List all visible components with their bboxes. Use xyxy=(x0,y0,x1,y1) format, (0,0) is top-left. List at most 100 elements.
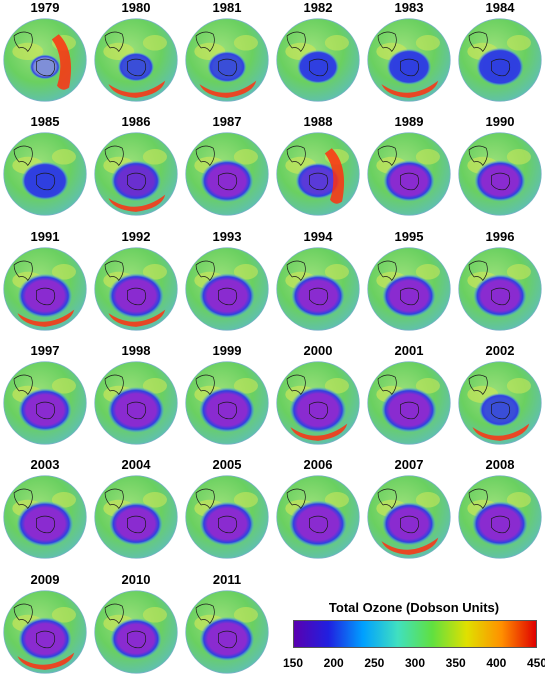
ozone-panel-1983: 1983 xyxy=(364,0,454,114)
ozone-globe-map xyxy=(94,475,178,559)
ozone-panel-2007: 2007 xyxy=(364,457,454,571)
globe-rim xyxy=(185,590,269,674)
ozone-panel-2001: 2001 xyxy=(364,343,454,457)
panel-year-label: 2003 xyxy=(30,457,60,472)
ozone-globe-map xyxy=(458,132,542,216)
ozone-panel-1985: 1985 xyxy=(0,114,90,228)
ozone-hole xyxy=(199,273,255,319)
coastline xyxy=(468,488,511,534)
ozone-globe-map xyxy=(367,132,451,216)
ozone-globe-map xyxy=(185,247,269,331)
ozone-panel-2004: 2004 xyxy=(91,457,181,571)
globe-rim xyxy=(458,18,542,102)
ozone-hole xyxy=(117,52,155,82)
ozone-hole xyxy=(479,392,521,427)
ozone-hole xyxy=(199,387,255,433)
panel-year-label: 2004 xyxy=(121,457,151,472)
coastline xyxy=(104,145,147,191)
ozone-panel-1982: 1982 xyxy=(273,0,363,114)
ozone-globe-map xyxy=(3,132,87,216)
panel-year-label: 1997 xyxy=(30,343,60,358)
ozone-panel-1996: 1996 xyxy=(455,229,545,343)
coastline xyxy=(195,603,238,649)
coastline xyxy=(468,260,511,306)
ozone-hole xyxy=(109,502,163,546)
ozone-panel-1994: 1994 xyxy=(273,229,363,343)
coastline xyxy=(377,488,420,534)
coastline xyxy=(377,145,420,191)
high-ozone-band xyxy=(108,80,166,98)
ozone-panel-2009: 2009 xyxy=(0,572,90,686)
coastline xyxy=(195,145,238,191)
globe-rim xyxy=(94,18,178,102)
panel-year-label: 1990 xyxy=(485,114,515,129)
globe-rim xyxy=(3,247,87,331)
globe-rim xyxy=(185,18,269,102)
ozone-globe-map xyxy=(3,475,87,559)
coastline xyxy=(286,145,329,191)
coastline xyxy=(13,260,56,306)
globe-rim xyxy=(458,475,542,559)
ozone-panel-1980: 1980 xyxy=(91,0,181,114)
globe-rim xyxy=(367,247,451,331)
ozone-globe-map xyxy=(3,361,87,445)
ozone-panel-1986: 1986 xyxy=(91,114,181,228)
ozone-panel-1997: 1997 xyxy=(0,343,90,457)
panel-year-label: 1991 xyxy=(30,229,60,244)
legend-color-bar xyxy=(293,620,537,648)
ozone-globe-map xyxy=(367,361,451,445)
globe-rim xyxy=(367,18,451,102)
ozone-globe-map xyxy=(276,247,360,331)
high-ozone-band xyxy=(108,194,166,212)
panel-year-label: 1987 xyxy=(212,114,242,129)
ozone-globe-map xyxy=(276,361,360,445)
ozone-hole xyxy=(18,617,72,661)
ozone-panel-2010: 2010 xyxy=(91,572,181,686)
panel-year-label: 1980 xyxy=(121,0,151,15)
panel-year-label: 1982 xyxy=(303,0,333,15)
legend-tick-label: 200 xyxy=(323,656,344,670)
ozone-hole xyxy=(207,51,247,83)
ozone-globe-map xyxy=(367,18,451,102)
ozone-globe-map xyxy=(94,590,178,674)
ozone-hole xyxy=(383,160,435,202)
globe-rim xyxy=(185,475,269,559)
ozone-panel-1984: 1984 xyxy=(455,0,545,114)
ozone-hole xyxy=(472,501,528,547)
ozone-hole xyxy=(199,616,255,661)
ozone-panel-1987: 1987 xyxy=(182,114,272,228)
high-ozone-band xyxy=(108,309,166,327)
coastline xyxy=(195,260,238,306)
coastline xyxy=(195,31,238,77)
coastline xyxy=(195,488,238,534)
globe-rim xyxy=(276,18,360,102)
ozone-panel-1988: 1988 xyxy=(273,114,363,228)
globe-rim xyxy=(185,247,269,331)
ozone-globe-map xyxy=(94,132,178,216)
ozone-globe-map xyxy=(185,590,269,674)
globe-rim xyxy=(276,361,360,445)
panel-year-label: 1981 xyxy=(212,0,242,15)
high-ozone-band xyxy=(17,309,75,327)
ozone-globe-map xyxy=(458,247,542,331)
globe-rim xyxy=(94,361,178,445)
panel-year-label: 1999 xyxy=(212,343,242,358)
panel-year-label: 2005 xyxy=(212,457,242,472)
coastline xyxy=(468,145,511,191)
coastline xyxy=(13,603,56,649)
ozone-hole xyxy=(289,386,347,433)
ozone-hole xyxy=(21,161,69,201)
globe-rim xyxy=(367,475,451,559)
ozone-panel-1993: 1993 xyxy=(182,229,272,343)
ozone-panel-1989: 1989 xyxy=(364,114,454,228)
ozone-hole xyxy=(18,388,72,432)
panel-year-label: 1984 xyxy=(485,0,515,15)
ozone-panel-2008: 2008 xyxy=(455,457,545,571)
legend-title: Total Ozone (Dobson Units) xyxy=(328,600,500,615)
globe-rim xyxy=(94,247,178,331)
ozone-hole xyxy=(107,386,165,433)
panel-year-label: 1983 xyxy=(394,0,424,15)
coastline xyxy=(195,374,238,420)
ozone-globe-map xyxy=(367,475,451,559)
coastline xyxy=(13,374,56,420)
